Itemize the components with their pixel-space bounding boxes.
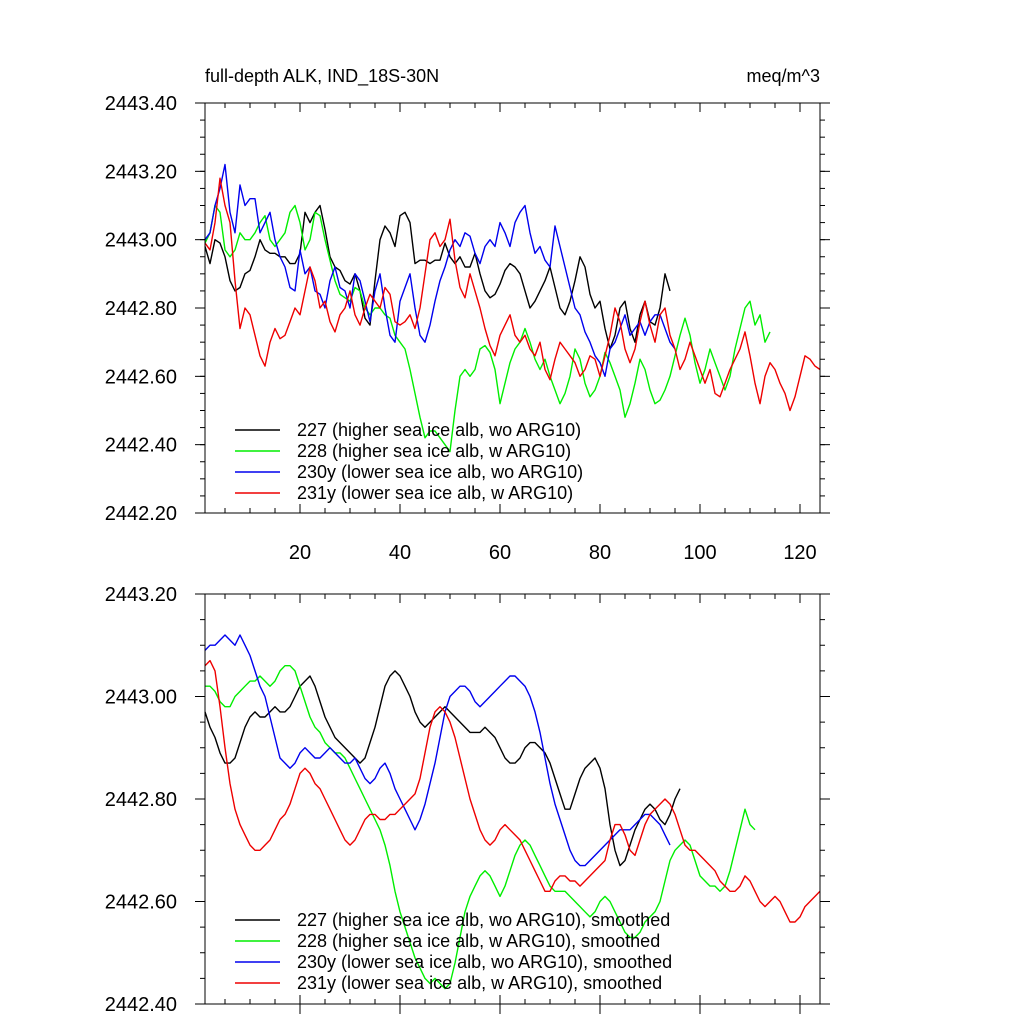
y-tick-label: 2442.80 xyxy=(105,298,177,320)
bottom-y-tick-labels: 2442.40 2442.60 2442.80 2443.00 2443.20 xyxy=(105,584,177,1016)
bottom-plot-frame xyxy=(204,593,821,1005)
y-tick-label: 2442.40 xyxy=(105,435,177,457)
y-tick-label: 2442.60 xyxy=(105,366,177,388)
top-legend: 227 (higher sea ice alb, wo ARG10)228 (h… xyxy=(235,420,583,503)
series-line-0 xyxy=(204,204,671,350)
y-tick-label: 2442.80 xyxy=(105,789,177,811)
series-line-0 xyxy=(204,670,681,867)
x-tick-label: 60 xyxy=(489,542,511,564)
series-line-3 xyxy=(204,177,821,412)
y-tick-label: 2442.40 xyxy=(105,994,177,1016)
legend-label: 230y (lower sea ice alb, wo ARG10), smoo… xyxy=(297,952,672,972)
bottom-series-lines xyxy=(204,634,821,990)
series-line-2 xyxy=(204,163,676,377)
top-axis-ticks xyxy=(195,102,830,514)
bottom-legend: 227 (higher sea ice alb, wo ARG10), smoo… xyxy=(235,910,672,993)
top-chart-title: full-depth ALK, IND_18S-30N xyxy=(205,66,439,87)
legend-label: 228 (higher sea ice alb, w ARG10), smoot… xyxy=(297,931,660,951)
series-line-1 xyxy=(205,665,756,990)
x-tick-label: 100 xyxy=(683,542,716,564)
top-chart-units: meq/m^3 xyxy=(747,66,820,86)
x-tick-label: 20 xyxy=(289,542,311,564)
series-line-2 xyxy=(204,634,671,867)
legend-label: 227 (higher sea ice alb, wo ARG10), smoo… xyxy=(297,910,670,930)
y-tick-label: 2442.20 xyxy=(105,503,177,525)
legend-label: 231y (lower sea ice alb, w ARG10) xyxy=(297,483,573,503)
x-tick-label: 120 xyxy=(783,542,816,564)
top-x-tick-labels: 20 40 60 80 100 120 xyxy=(289,542,817,564)
series-line-3 xyxy=(204,659,821,923)
y-tick-label: 2442.60 xyxy=(105,892,177,914)
y-tick-label: 2443.20 xyxy=(105,584,177,606)
legend-label: 227 (higher sea ice alb, wo ARG10) xyxy=(297,420,581,440)
y-tick-label: 2443.00 xyxy=(105,687,177,709)
bottom-axis-ticks xyxy=(195,593,830,1014)
bottom-panel: 2442.40 2442.60 2442.80 2443.00 2443.20 227 … xyxy=(105,584,830,1016)
legend-label: 231y (lower sea ice alb, w ARG10), smoot… xyxy=(297,973,662,993)
x-tick-label: 80 xyxy=(589,542,611,564)
top-series-lines xyxy=(204,163,821,453)
y-tick-label: 2443.00 xyxy=(105,230,177,252)
legend-label: 228 (higher sea ice alb, w ARG10) xyxy=(297,441,571,461)
x-tick-label: 40 xyxy=(389,542,411,564)
top-y-tick-labels: 2442.20 2442.40 2442.60 2442.80 2443.00 2443.… xyxy=(105,93,177,525)
y-tick-label: 2443.40 xyxy=(105,93,177,115)
top-panel: full-depth ALK, IND_18S-30N meq/m^3 2442… xyxy=(105,66,830,564)
y-tick-label: 2443.20 xyxy=(105,161,177,183)
top-plot-frame xyxy=(204,102,821,514)
legend-label: 230y (lower sea ice alb, wo ARG10) xyxy=(297,462,583,482)
